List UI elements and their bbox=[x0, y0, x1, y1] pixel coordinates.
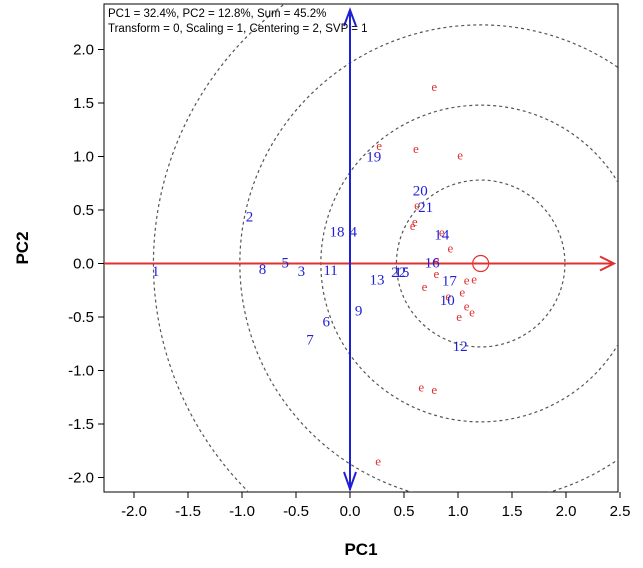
genotype-label: 6 bbox=[322, 314, 330, 330]
environment-marker: e bbox=[471, 272, 477, 287]
x-tick-label: 2.0 bbox=[556, 503, 577, 520]
x-tick-label: 0.5 bbox=[394, 503, 415, 520]
genotype-label: 2 bbox=[246, 209, 254, 225]
y-tick-label: -2.0 bbox=[68, 470, 94, 487]
genotype-label: 19 bbox=[366, 150, 381, 166]
environment-marker: e bbox=[410, 218, 416, 233]
y-axis-ticks: -2.0 -1.5 -1.0 -0.5 0.0 0.5 1.0 1.5 2.0 bbox=[68, 42, 104, 487]
environment-marker: e bbox=[457, 147, 463, 162]
genotype-label: 21 bbox=[418, 200, 433, 216]
genotype-label: 9 bbox=[355, 304, 363, 320]
environment-marker: e bbox=[375, 453, 381, 468]
y-tick-label: 1.5 bbox=[73, 95, 94, 112]
pc1-arrowhead bbox=[599, 255, 617, 272]
genotype-label: 4 bbox=[349, 224, 357, 240]
genotype-label: 12 bbox=[453, 339, 468, 355]
x-tick-label: -1.5 bbox=[175, 503, 201, 520]
y-tick-label: -1.0 bbox=[68, 363, 94, 380]
x-tick-label: -1.0 bbox=[229, 503, 255, 520]
genotype-label: 17 bbox=[442, 274, 458, 290]
genotype-label: 15 bbox=[394, 265, 409, 281]
subtitle-line-1: PC1 = 32.4%, PC2 = 12.8%, Sum = 45.2% bbox=[108, 8, 326, 20]
x-tick-label: 1.0 bbox=[448, 503, 469, 520]
plot-frame bbox=[103, 3, 619, 493]
y-tick-label: 1.0 bbox=[73, 149, 94, 166]
pc2-arrowhead-bottom bbox=[343, 471, 357, 492]
genotype-label: 20 bbox=[413, 184, 428, 200]
genotype-label: 3 bbox=[298, 264, 306, 280]
pc-arrows bbox=[104, 7, 617, 492]
y-tick-label: 0.0 bbox=[73, 256, 94, 273]
genotype-label: 10 bbox=[440, 293, 455, 309]
environment-marker: e bbox=[464, 273, 470, 288]
environment-marker: e bbox=[439, 224, 445, 239]
environment-marker: e bbox=[459, 284, 465, 299]
environment-marker: e bbox=[434, 252, 440, 267]
genotype-label: 13 bbox=[370, 273, 385, 289]
environment-marker: e bbox=[412, 214, 418, 229]
environment-marker: e bbox=[431, 79, 437, 94]
y-tick-label: -1.5 bbox=[68, 416, 94, 433]
genotype-label: 16 bbox=[425, 255, 441, 271]
genotype-label: 14 bbox=[434, 228, 450, 244]
pc2-arrowhead-top bbox=[343, 7, 357, 27]
genotype-label: 18 bbox=[330, 224, 345, 240]
environment-marker: e bbox=[469, 305, 475, 320]
x-tick-label: -2.0 bbox=[121, 503, 147, 520]
x-tick-label: 2.5 bbox=[610, 503, 631, 520]
genotype-label: 7 bbox=[306, 332, 314, 348]
genotype-label: 5 bbox=[281, 255, 289, 271]
environment-marker: e bbox=[418, 380, 424, 395]
y-tick-label: -0.5 bbox=[68, 309, 94, 326]
environment-marker: e bbox=[431, 382, 437, 397]
x-tick-label: 1.5 bbox=[502, 503, 523, 520]
x-tick-label: 0.0 bbox=[340, 503, 361, 520]
environment-marker: e bbox=[413, 141, 419, 156]
subtitle-line-2: Transform = 0, Scaling = 1, Centering = … bbox=[108, 23, 368, 35]
y-tick-label: 2.0 bbox=[73, 42, 94, 59]
genotype-label: 22 bbox=[391, 265, 406, 281]
x-tick-label: -0.5 bbox=[283, 503, 309, 520]
environment-marker: e bbox=[434, 266, 440, 281]
environment-marker: e bbox=[422, 279, 428, 294]
y-axis-title: PC2 bbox=[13, 231, 32, 264]
x-axis-title: PC1 bbox=[344, 540, 377, 559]
y-tick-label: 0.5 bbox=[73, 202, 94, 219]
environment-marker: e bbox=[456, 309, 462, 324]
genotype-label: 8 bbox=[259, 262, 267, 278]
environment-marker: e bbox=[445, 289, 451, 304]
environment-marker: e bbox=[414, 198, 420, 213]
genotype-label: 1 bbox=[152, 264, 160, 280]
x-axis-ticks: -2.0 -1.5 -1.0 -0.5 0.0 0.5 1.0 1.5 2.0 2.5 bbox=[121, 492, 630, 520]
genotype-label: 11 bbox=[323, 263, 337, 279]
environment-marker: e bbox=[376, 138, 382, 153]
environment-marker: e bbox=[448, 241, 454, 256]
environment-marker: e bbox=[464, 298, 470, 313]
